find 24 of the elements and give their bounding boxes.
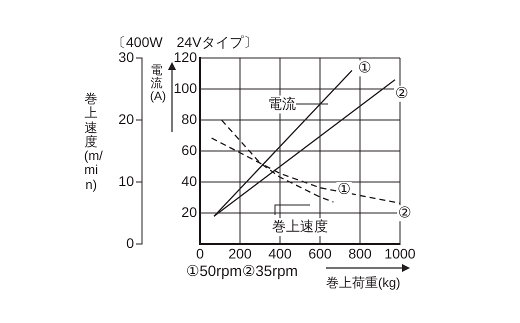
y-axis-title: 電流(A) (150, 63, 166, 104)
y2-axis-title: 巻上速度(m/min) (84, 91, 103, 192)
y-tick-label: 60 (181, 142, 198, 158)
series-label: ① (358, 60, 372, 77)
x-axis-title: 巻上荷重(kg) (326, 274, 400, 292)
x-tick-label: 800 (348, 245, 372, 262)
annotation: 電流 (268, 95, 296, 112)
x-tick-label: 600 (308, 245, 332, 262)
y2-tick-label: 10 (118, 172, 134, 189)
series-label: ② (398, 204, 412, 222)
x-tick-label: 1000 (384, 245, 416, 262)
x-tick-label: 0 (196, 245, 204, 262)
y-tick-label: 40 (181, 172, 198, 189)
y2-tick-label: 0 (126, 235, 134, 252)
series-label: ② (395, 84, 408, 102)
series-label: ① (337, 181, 351, 198)
y-tick-label: 80 (181, 110, 198, 127)
annotation: 巻上速度 (272, 218, 328, 234)
y-tick-label: 20 (181, 204, 198, 220)
x-tick-label: 400 (268, 245, 292, 262)
y-tick-label: 100 (174, 80, 198, 96)
text: ①50rpm②35rpm (186, 262, 298, 280)
y2-tick-label: 20 (118, 110, 134, 127)
x-tick-label: 200 (228, 245, 252, 262)
